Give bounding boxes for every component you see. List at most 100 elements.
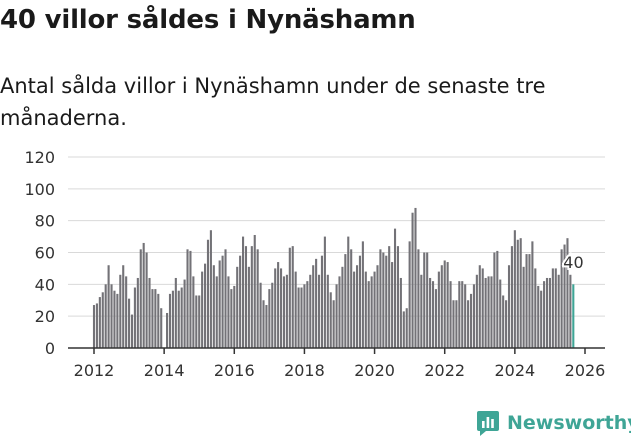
bar xyxy=(326,274,329,348)
bar xyxy=(437,271,440,348)
bar xyxy=(145,252,148,348)
y-tick-label: 40 xyxy=(35,275,55,294)
bar xyxy=(312,265,315,348)
bar xyxy=(151,289,154,348)
chart-title: 40 villor såldes i Nynäshamn xyxy=(0,5,416,35)
bar xyxy=(461,281,464,348)
bar xyxy=(271,282,274,348)
bar xyxy=(446,262,449,348)
bar xyxy=(431,281,435,348)
bar xyxy=(481,268,484,348)
bar xyxy=(534,268,537,348)
bar xyxy=(180,287,183,348)
bar xyxy=(192,276,195,348)
bar xyxy=(543,281,546,348)
bar xyxy=(496,250,499,348)
bar xyxy=(510,246,513,348)
bar xyxy=(309,274,312,348)
bar xyxy=(122,265,125,348)
x-tick-label: 2026 xyxy=(565,361,606,380)
bar xyxy=(484,277,487,348)
bar xyxy=(265,305,268,348)
bar xyxy=(350,249,353,348)
bar xyxy=(116,293,119,348)
x-tick-label: 2018 xyxy=(284,361,325,380)
bar xyxy=(154,289,157,348)
bar xyxy=(189,250,192,348)
bar xyxy=(186,249,189,348)
bar xyxy=(239,255,242,348)
bar xyxy=(548,277,551,348)
bar xyxy=(385,255,388,348)
bar xyxy=(449,281,452,348)
y-tick-label: 100 xyxy=(24,180,55,199)
bar xyxy=(563,244,566,348)
bar xyxy=(478,265,481,348)
bar xyxy=(242,236,245,348)
bar xyxy=(531,241,534,348)
x-tick-label: 2024 xyxy=(494,361,535,380)
bar xyxy=(405,308,408,348)
bar xyxy=(344,254,347,348)
bar xyxy=(367,281,370,348)
bar xyxy=(279,268,283,348)
bar xyxy=(98,297,101,348)
bar xyxy=(160,308,163,348)
y-tick-label: 0 xyxy=(45,339,55,358)
bar xyxy=(256,249,259,348)
bar xyxy=(244,246,248,348)
bar xyxy=(364,271,367,348)
bar xyxy=(177,290,180,348)
bar xyxy=(341,266,344,348)
bar xyxy=(142,242,145,348)
bar xyxy=(215,276,218,348)
bar xyxy=(469,293,473,348)
bar xyxy=(499,279,502,348)
y-tick-label: 60 xyxy=(35,244,55,263)
bar xyxy=(104,284,107,348)
bar xyxy=(519,238,522,348)
bar xyxy=(101,292,104,348)
bar xyxy=(537,285,540,348)
bar xyxy=(493,252,496,348)
bar xyxy=(110,284,113,348)
bar xyxy=(204,263,207,348)
bar xyxy=(133,287,136,348)
bar xyxy=(95,303,98,348)
bar xyxy=(291,246,294,348)
bar xyxy=(569,274,572,348)
bar xyxy=(183,279,186,348)
bar xyxy=(408,241,411,348)
bar xyxy=(361,241,364,348)
bar xyxy=(148,277,151,348)
bar xyxy=(516,239,519,348)
bar xyxy=(379,249,382,348)
bar xyxy=(358,255,362,348)
bar xyxy=(429,277,432,348)
bar xyxy=(294,271,297,348)
bar xyxy=(236,266,239,348)
bar xyxy=(303,284,306,348)
bar xyxy=(174,277,177,348)
bar-chart: 0 20 40 60 80 100 120 2012 2014 2016 2018 2020 2022 2… xyxy=(24,148,606,380)
bar xyxy=(92,305,96,348)
bar xyxy=(545,277,549,348)
bar xyxy=(455,300,458,348)
y-tick-label: 20 xyxy=(35,307,55,326)
bar xyxy=(373,271,376,348)
highlight-bar xyxy=(572,284,575,348)
bar xyxy=(452,300,455,348)
bar xyxy=(206,239,210,348)
bar xyxy=(440,265,443,348)
bar xyxy=(221,255,224,348)
bar xyxy=(157,293,160,348)
newsworthy-brand[interactable]: Newsworthy xyxy=(476,407,631,439)
bar xyxy=(212,265,215,348)
bar xyxy=(540,290,543,348)
bar xyxy=(411,212,414,348)
bar xyxy=(288,247,291,348)
x-tick-label: 2016 xyxy=(214,361,255,380)
x-tick-label: 2014 xyxy=(144,361,185,380)
bar xyxy=(458,281,461,348)
bar xyxy=(136,277,139,348)
